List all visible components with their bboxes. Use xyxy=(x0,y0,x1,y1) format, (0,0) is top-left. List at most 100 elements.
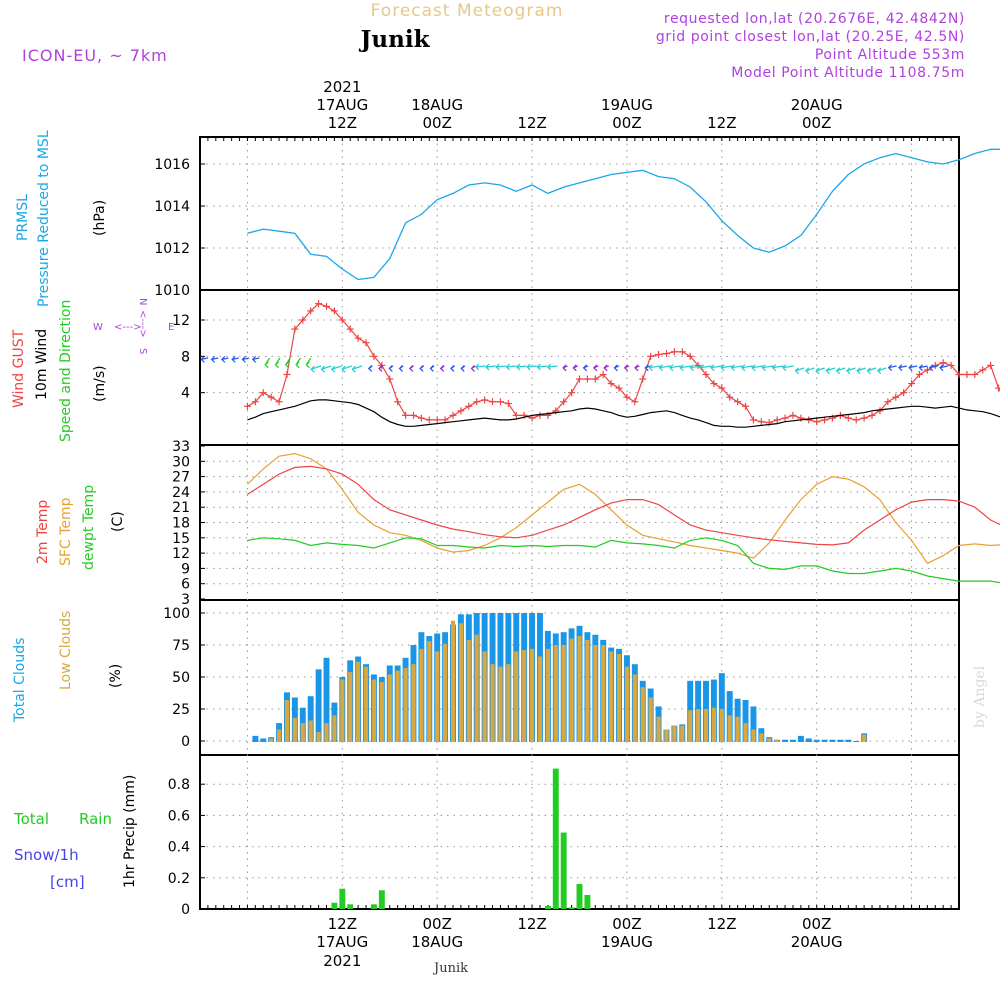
wind-arrow-shaft xyxy=(772,365,784,369)
wind-arrow-shaft xyxy=(857,367,866,372)
temp-dewpt-label: dewpt Temp xyxy=(81,485,97,570)
wind-arrow-shaft xyxy=(496,365,507,368)
bottom-time-label: 00Z xyxy=(612,915,641,933)
wind-arrow xyxy=(562,364,568,372)
wind-arrow xyxy=(835,367,846,375)
wind-arrow xyxy=(460,365,466,372)
low-cloud-bar xyxy=(759,733,764,742)
gust-marker xyxy=(908,380,916,388)
gust-marker xyxy=(370,352,378,360)
low-cloud-bar xyxy=(656,716,661,742)
wind-arrow-head xyxy=(825,367,830,375)
snow-label: Snow/1h xyxy=(14,846,79,864)
gust-marker xyxy=(726,393,734,401)
low-cloud-bar xyxy=(474,634,479,742)
low-cloud-bar xyxy=(340,679,345,742)
wind-arrow-head xyxy=(409,365,414,372)
y-tick-label: 33 xyxy=(172,439,190,455)
total-cloud-bar xyxy=(742,700,749,742)
gust-marker xyxy=(860,414,868,422)
wind-arrow xyxy=(200,355,209,363)
wind-arrow-head xyxy=(200,355,205,363)
wind-arrow xyxy=(241,355,250,363)
wind-arrow xyxy=(794,367,805,375)
wind-arrow-head xyxy=(474,363,480,371)
wind-arrow xyxy=(450,365,455,372)
y-tick-label: 24 xyxy=(172,485,190,501)
wind-arrow xyxy=(409,365,414,372)
wind-arrow-shaft xyxy=(690,365,702,369)
wind-arrow-shaft xyxy=(710,365,722,369)
low-cloud-bar xyxy=(569,638,574,742)
gust-marker xyxy=(678,348,686,356)
wind-arrow-head xyxy=(341,365,346,373)
low-cloud-bar xyxy=(506,664,511,742)
low-cloud-bar xyxy=(419,648,424,742)
wind-10m-label: 10m Wind xyxy=(34,329,50,400)
wind-arrow-head xyxy=(876,367,882,375)
gust-marker xyxy=(354,334,362,342)
wind-arrow-head xyxy=(284,361,290,369)
y-tick-label: 0.2 xyxy=(168,871,190,887)
rain-bar xyxy=(560,832,567,909)
top-time-label: 2021 xyxy=(323,78,361,96)
wind-arrow xyxy=(398,365,404,372)
wind-arrow-head xyxy=(939,364,944,372)
wind-arrow-head xyxy=(761,364,766,372)
low-cloud-bar xyxy=(403,668,408,742)
bottom-time-label: 17AUG xyxy=(316,933,368,951)
compass-e: E xyxy=(168,322,174,333)
low-cloud-bar xyxy=(395,670,400,742)
gust-marker xyxy=(267,393,275,401)
low-cloud-bar xyxy=(269,738,274,742)
total-cloud-bar xyxy=(718,673,725,742)
wind-arrow xyxy=(388,365,394,372)
low-cloud-bar xyxy=(450,620,456,742)
wind-arrow-head xyxy=(419,365,424,372)
wind-arrow xyxy=(815,367,825,375)
gust-marker xyxy=(496,398,504,406)
gust-marker xyxy=(560,398,568,406)
wind-arrow xyxy=(782,364,794,372)
y-tick-label: 1010 xyxy=(154,283,190,299)
dewpt-temp-line xyxy=(247,537,1000,584)
total-cloud-bar xyxy=(260,738,267,742)
gust-marker xyxy=(892,393,900,401)
wind-arrow xyxy=(887,364,897,372)
gust-marker xyxy=(757,418,765,426)
gust-marker xyxy=(876,407,884,415)
gust-marker xyxy=(742,402,750,410)
bottom-time-label: 20AUG xyxy=(791,933,843,951)
gust-marker xyxy=(607,380,615,388)
wind-arrow-shaft xyxy=(909,365,918,369)
total-cloud-bar xyxy=(323,657,330,742)
gust-marker xyxy=(346,325,354,333)
total-cloud-bar xyxy=(315,669,322,742)
low-cloud-bar xyxy=(727,715,732,742)
wind-arrow xyxy=(274,357,281,369)
low-cloud-bar xyxy=(371,679,377,742)
gust-marker xyxy=(868,411,876,419)
top-time-label: 17AUG xyxy=(316,96,368,114)
wind-arrow-head xyxy=(887,364,893,372)
gust-marker xyxy=(338,316,346,324)
wind-arrow-head xyxy=(918,364,923,372)
wind-arrow xyxy=(644,364,651,372)
gust-marker xyxy=(449,411,457,419)
wind-panel xyxy=(200,300,1000,428)
wind-arrow-head xyxy=(330,365,336,373)
wind-arrow-head xyxy=(460,365,465,372)
wind-arrow-shaft xyxy=(232,357,239,360)
y-tick-label: 0.4 xyxy=(168,840,190,856)
wind-arrow-head xyxy=(815,367,820,375)
wind-arrow-head xyxy=(505,363,511,371)
wind-arrow xyxy=(330,365,342,373)
gust-marker xyxy=(655,351,663,359)
low-cloud-bar xyxy=(632,674,637,742)
wind-arrow xyxy=(613,364,620,372)
wind-arrow-shaft xyxy=(898,365,907,369)
rain-bar xyxy=(544,905,551,909)
wind-arrow xyxy=(928,364,938,372)
model-altitude: Model Point Altitude 1108.75m xyxy=(731,65,965,81)
gust-marker xyxy=(844,414,852,422)
